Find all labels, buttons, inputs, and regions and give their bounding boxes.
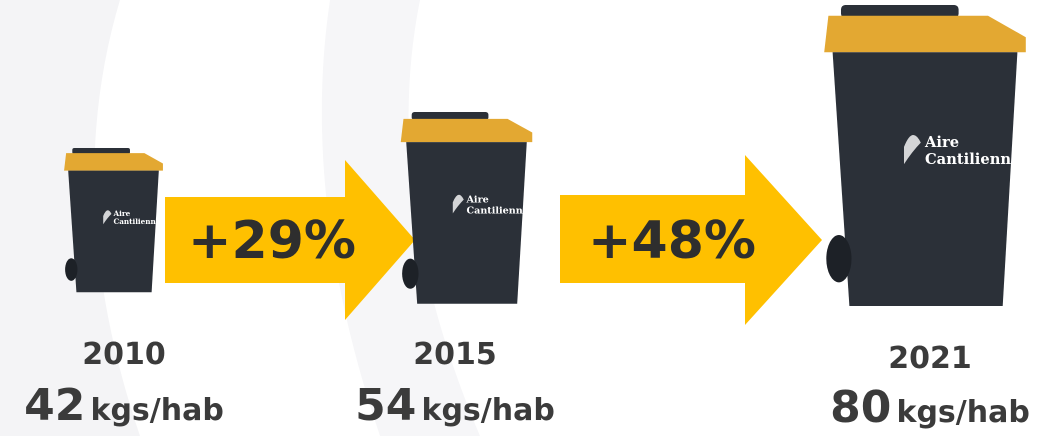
bin: Aire Cantilienne: [400, 112, 533, 304]
year: 2010: [82, 337, 166, 372]
growth-label: +29%: [188, 211, 356, 271]
value: 54: [355, 380, 416, 431]
unit: kgs/hab: [91, 393, 224, 428]
bin: Aire Cantilienne: [824, 5, 1026, 306]
value: 42: [24, 380, 85, 431]
unit: kgs/hab: [422, 393, 555, 428]
bin: Aire Cantilienne: [64, 148, 163, 293]
amount: 42 kgs/hab: [24, 380, 224, 431]
logo-text: Cantilienne: [114, 217, 161, 226]
logo-text: Aire: [466, 194, 489, 205]
value: 80: [830, 382, 891, 433]
year: 2021: [888, 341, 972, 376]
logo-text: Aire: [113, 209, 131, 218]
growth-label: +48%: [588, 211, 756, 271]
background-shape: [0, 0, 140, 436]
amount: 54 kgs/hab: [355, 380, 555, 431]
background-shape: [321, 0, 480, 436]
unit: kgs/hab: [897, 395, 1030, 430]
arrow: [165, 160, 415, 320]
arrow: [560, 155, 822, 325]
amount: 80 kgs/hab: [830, 382, 1030, 433]
logo-text: Cantilienne: [467, 205, 529, 216]
logo-text: Aire: [924, 133, 959, 151]
logo-text: Cantilienne: [925, 150, 1020, 168]
year: 2015: [413, 337, 497, 372]
